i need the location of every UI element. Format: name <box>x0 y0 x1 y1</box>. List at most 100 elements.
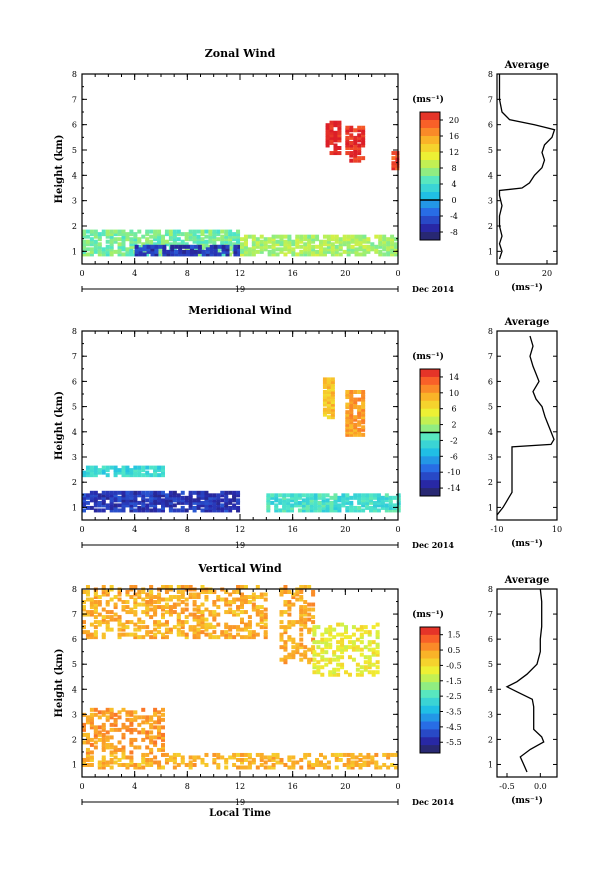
data-cell <box>109 495 114 500</box>
data-cell <box>85 590 90 595</box>
data-cell <box>384 495 389 500</box>
data-cell <box>384 503 389 508</box>
colorbar-segment <box>420 184 440 193</box>
data-cell <box>334 247 339 252</box>
data-cell <box>232 635 237 640</box>
data-cell <box>395 161 400 166</box>
data-cell <box>361 495 366 500</box>
data-cell <box>182 249 187 254</box>
data-cell <box>228 490 233 495</box>
data-cell <box>312 665 317 670</box>
data-cell <box>220 237 225 242</box>
data-cell <box>367 660 372 665</box>
data-cell <box>109 242 114 247</box>
data-cell <box>134 247 139 252</box>
data-cell <box>105 503 110 508</box>
data-cell <box>259 612 264 617</box>
data-cell <box>172 239 177 244</box>
data-cell <box>340 622 345 627</box>
data-cell <box>350 762 355 767</box>
y-tick-label: 5 <box>72 146 77 155</box>
data-cell <box>357 405 362 410</box>
data-cell <box>97 242 102 247</box>
data-cell <box>153 627 158 632</box>
data-cell <box>303 752 308 757</box>
data-cell <box>326 397 331 402</box>
data-cell <box>184 607 189 612</box>
data-cell <box>299 252 304 257</box>
data-cell <box>89 717 94 722</box>
data-cell <box>101 735 106 740</box>
data-cell <box>362 237 367 242</box>
data-cell <box>93 468 98 473</box>
data-cell <box>382 762 387 767</box>
data-cell <box>275 760 280 765</box>
data-cell <box>133 717 138 722</box>
data-cell <box>275 252 280 257</box>
data-cell <box>263 617 268 622</box>
data-cell <box>340 662 345 667</box>
data-cell <box>317 508 322 513</box>
data-cell <box>299 585 304 589</box>
data-cell <box>125 465 130 470</box>
data-cell <box>228 610 233 615</box>
data-cell <box>386 765 391 770</box>
data-cell <box>224 630 229 635</box>
data-cell <box>353 415 358 420</box>
data-cell <box>153 234 158 239</box>
data-cell <box>337 133 342 138</box>
data-cell <box>200 622 205 627</box>
data-cell <box>145 508 150 513</box>
data-cell <box>315 244 320 249</box>
data-cell <box>117 495 122 500</box>
data-cell <box>212 760 217 765</box>
data-cells <box>82 377 401 513</box>
data-cell <box>93 630 98 635</box>
data-cell <box>341 495 346 500</box>
data-cell <box>85 500 90 505</box>
data-cell <box>164 597 169 602</box>
data-cell <box>109 232 114 237</box>
data-cell <box>93 495 98 500</box>
data-cell <box>85 740 90 745</box>
data-cell <box>255 595 260 600</box>
data-cell <box>237 244 242 249</box>
data-cell <box>228 500 233 505</box>
data-cell <box>361 405 366 410</box>
data-cell <box>168 595 173 600</box>
data-cell <box>82 762 86 767</box>
colorbar-tick-label: 1.5 <box>448 631 461 640</box>
data-cell <box>204 632 209 637</box>
data-cell <box>345 498 350 503</box>
data-cell <box>189 249 194 254</box>
data-cell <box>184 635 189 640</box>
data-cell <box>263 635 268 640</box>
data-cell <box>384 508 389 513</box>
data-cell <box>371 647 376 652</box>
data-cell <box>251 602 256 607</box>
data-cell <box>220 493 225 498</box>
data-cell <box>349 407 354 412</box>
data-cell <box>125 252 130 257</box>
data-cell <box>274 503 279 508</box>
data-cell <box>287 239 292 244</box>
data-cell <box>168 627 173 632</box>
data-cell <box>299 237 304 242</box>
data-cell <box>204 595 209 600</box>
data-cell <box>232 498 237 503</box>
colorbar-segment <box>420 488 440 497</box>
data-cell <box>125 710 130 715</box>
data-cell <box>85 597 90 602</box>
data-cell <box>188 503 193 508</box>
data-cell <box>192 498 197 503</box>
data-cell <box>161 742 165 747</box>
data-cell <box>85 252 90 257</box>
data-cell <box>374 244 379 249</box>
y-tick-label: 4 <box>72 428 77 437</box>
data-cell <box>97 470 102 475</box>
data-cell <box>322 412 327 417</box>
data-cell <box>325 493 330 498</box>
data-cell <box>330 387 335 392</box>
data-cell <box>316 625 321 630</box>
data-cell <box>236 498 241 503</box>
